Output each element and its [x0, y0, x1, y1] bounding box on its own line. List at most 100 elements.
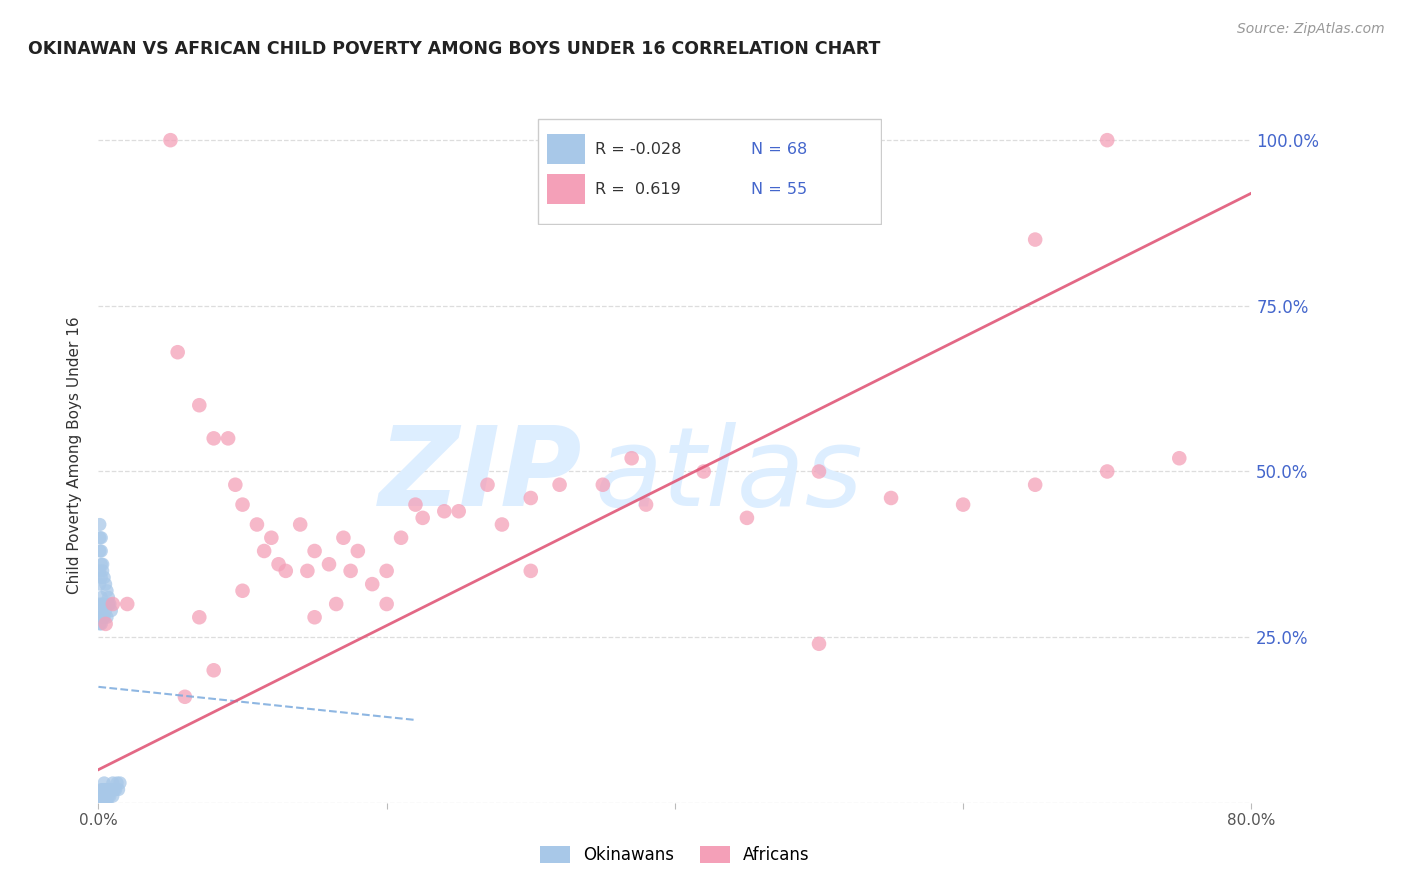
Point [89, 796, 111, 810]
Point [93, 782, 115, 797]
Point [107, 782, 129, 797]
Point [90, 544, 112, 558]
Point [89, 597, 111, 611]
Text: atlas: atlas [595, 422, 863, 529]
Point [90, 796, 112, 810]
Point [91, 597, 114, 611]
Point [1168, 451, 1191, 466]
Point [89, 796, 111, 810]
Point [90, 796, 112, 810]
Point [412, 511, 434, 525]
Point [339, 564, 361, 578]
Point [346, 544, 368, 558]
Point [636, 498, 658, 512]
Point [304, 544, 326, 558]
Point [91, 789, 114, 804]
Point [94, 789, 117, 804]
Point [1024, 233, 1046, 247]
Point [174, 690, 197, 704]
Point [97, 597, 120, 611]
Point [91, 782, 114, 797]
Point [90, 782, 112, 797]
Point [491, 517, 513, 532]
Point [98, 597, 121, 611]
Point [91, 796, 114, 810]
Point [90, 558, 112, 572]
Point [159, 133, 181, 147]
Point [361, 577, 384, 591]
Point [91, 558, 114, 572]
Point [89, 531, 111, 545]
Y-axis label: Child Poverty Among Boys Under 16: Child Poverty Among Boys Under 16 [67, 316, 83, 594]
Point [520, 491, 543, 505]
Text: ZIP: ZIP [380, 422, 582, 529]
Point [94, 796, 117, 810]
Point [89, 789, 111, 804]
Point [94, 577, 117, 591]
Point [405, 498, 427, 512]
Point [98, 789, 121, 804]
Point [548, 477, 571, 491]
Point [246, 517, 269, 532]
Point [89, 577, 111, 591]
Point [693, 465, 716, 479]
Point [101, 776, 124, 790]
Point [592, 477, 614, 491]
Point [808, 465, 831, 479]
Point [808, 637, 831, 651]
Point [231, 583, 254, 598]
Point [202, 663, 225, 677]
Point [89, 796, 111, 810]
Point [96, 610, 118, 624]
Point [97, 591, 120, 605]
Point [89, 610, 111, 624]
Point [89, 564, 111, 578]
Point [101, 597, 124, 611]
Point [91, 564, 114, 578]
Point [202, 431, 225, 445]
Point [91, 796, 114, 810]
Point [96, 583, 118, 598]
Text: Source: ZipAtlas.com: Source: ZipAtlas.com [1237, 22, 1385, 37]
Point [96, 782, 118, 797]
Point [90, 796, 112, 810]
Point [117, 597, 139, 611]
Point [90, 789, 112, 804]
Point [1097, 133, 1119, 147]
Point [290, 517, 312, 532]
Point [89, 616, 111, 631]
Point [90, 591, 112, 605]
Point [94, 604, 117, 618]
Point [620, 451, 643, 466]
Point [267, 558, 290, 572]
Point [97, 789, 120, 804]
Point [89, 604, 111, 618]
Point [332, 531, 354, 545]
Point [520, 564, 543, 578]
Point [108, 776, 131, 790]
Point [1024, 477, 1046, 491]
Point [318, 558, 340, 572]
Point [93, 776, 115, 790]
Point [375, 564, 398, 578]
Point [105, 776, 128, 790]
Point [94, 616, 117, 631]
Legend: Okinawans, Africans: Okinawans, Africans [533, 839, 817, 871]
Point [166, 345, 188, 359]
Point [100, 782, 122, 797]
Point [217, 431, 239, 445]
Point [98, 782, 121, 797]
Point [89, 796, 111, 810]
Point [104, 782, 127, 797]
Point [188, 610, 211, 624]
Text: OKINAWAN VS AFRICAN CHILD POVERTY AMONG BOYS UNDER 16 CORRELATION CHART: OKINAWAN VS AFRICAN CHILD POVERTY AMONG … [28, 40, 880, 58]
Point [375, 597, 398, 611]
Point [433, 504, 456, 518]
Point [325, 597, 347, 611]
Point [90, 570, 112, 584]
Point [188, 398, 211, 412]
Point [93, 796, 115, 810]
Point [91, 789, 114, 804]
Point [90, 531, 112, 545]
Point [89, 517, 111, 532]
